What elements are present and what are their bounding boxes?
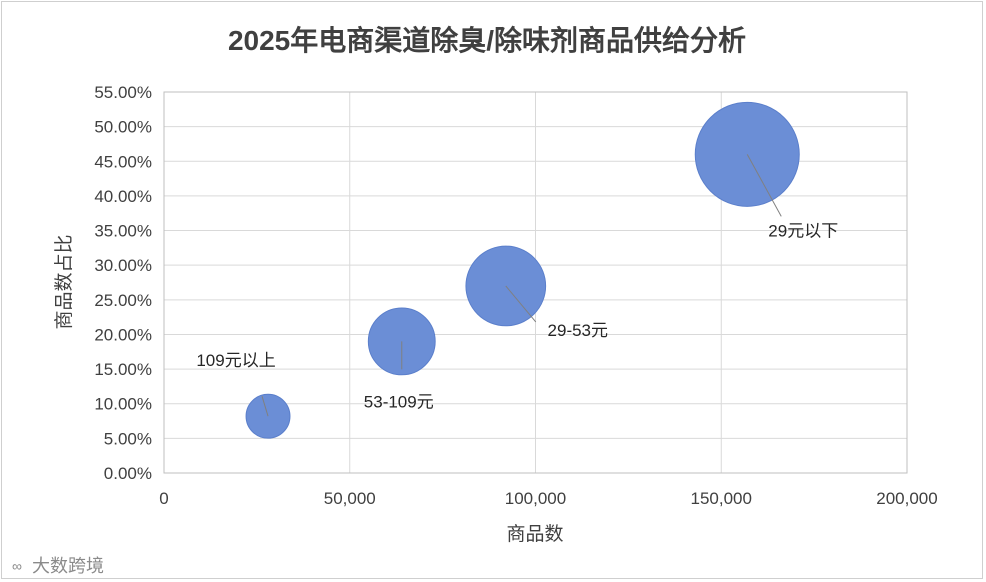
x-tick-label: 50,000	[324, 489, 376, 508]
plot-area-border	[163, 91, 908, 474]
bubble-data-label: 53-109元	[364, 392, 434, 411]
y-tick-label: 5.00%	[104, 429, 152, 448]
bubble-data-label: 29元以下	[768, 221, 838, 240]
leader-line	[746, 154, 782, 217]
y-axis-label: 商品数占比	[53, 234, 75, 329]
watermark-text: 大数跨境	[32, 556, 104, 576]
leader-line	[261, 396, 269, 417]
y-tick-label: 45.00%	[94, 152, 152, 171]
y-tick-label: 25.00%	[94, 291, 152, 310]
watermark: ∞ 大数跨境	[12, 556, 104, 576]
gridlines	[163, 91, 908, 474]
x-axis-label: 商品数	[506, 523, 563, 545]
bubbles	[245, 101, 800, 439]
y-tick-label: 10.00%	[94, 395, 152, 414]
y-tick-label: 55.00%	[94, 83, 152, 102]
x-tick-label: 0	[159, 489, 168, 508]
x-tick-label: 200,000	[876, 489, 937, 508]
bubble	[465, 245, 547, 327]
y-tick-label: 20.00%	[94, 325, 152, 344]
y-tick-label: 0.00%	[104, 464, 152, 483]
x-tick-label: 150,000	[691, 489, 752, 508]
bubble-data-label: 29-53元	[548, 321, 608, 340]
y-tick-label: 30.00%	[94, 256, 152, 275]
x-tick-label: 100,000	[505, 489, 566, 508]
y-tick-label: 15.00%	[94, 360, 152, 379]
y-axis-ticks: 0.00% 5.00% 10.00% 15.00% 20.00% 25.00% 30.00%…	[94, 83, 152, 483]
bubble-data-label: 109元以上	[196, 351, 275, 370]
bubble-labels: 109元以上 53-109元 29-53元 29元以下	[196, 221, 838, 411]
y-tick-label: 50.00%	[94, 118, 152, 137]
chart-title: 2025年电商渠道除臭/除味剂商品供给分析	[228, 24, 746, 56]
label-leader-lines	[261, 154, 782, 417]
y-tick-label: 35.00%	[94, 222, 152, 241]
watermark-logo-icon: ∞	[12, 558, 22, 574]
leader-line	[505, 285, 537, 323]
y-tick-label: 40.00%	[94, 187, 152, 206]
x-axis-ticks: 0 50,000 100,000 150,000 200,000	[159, 489, 937, 508]
